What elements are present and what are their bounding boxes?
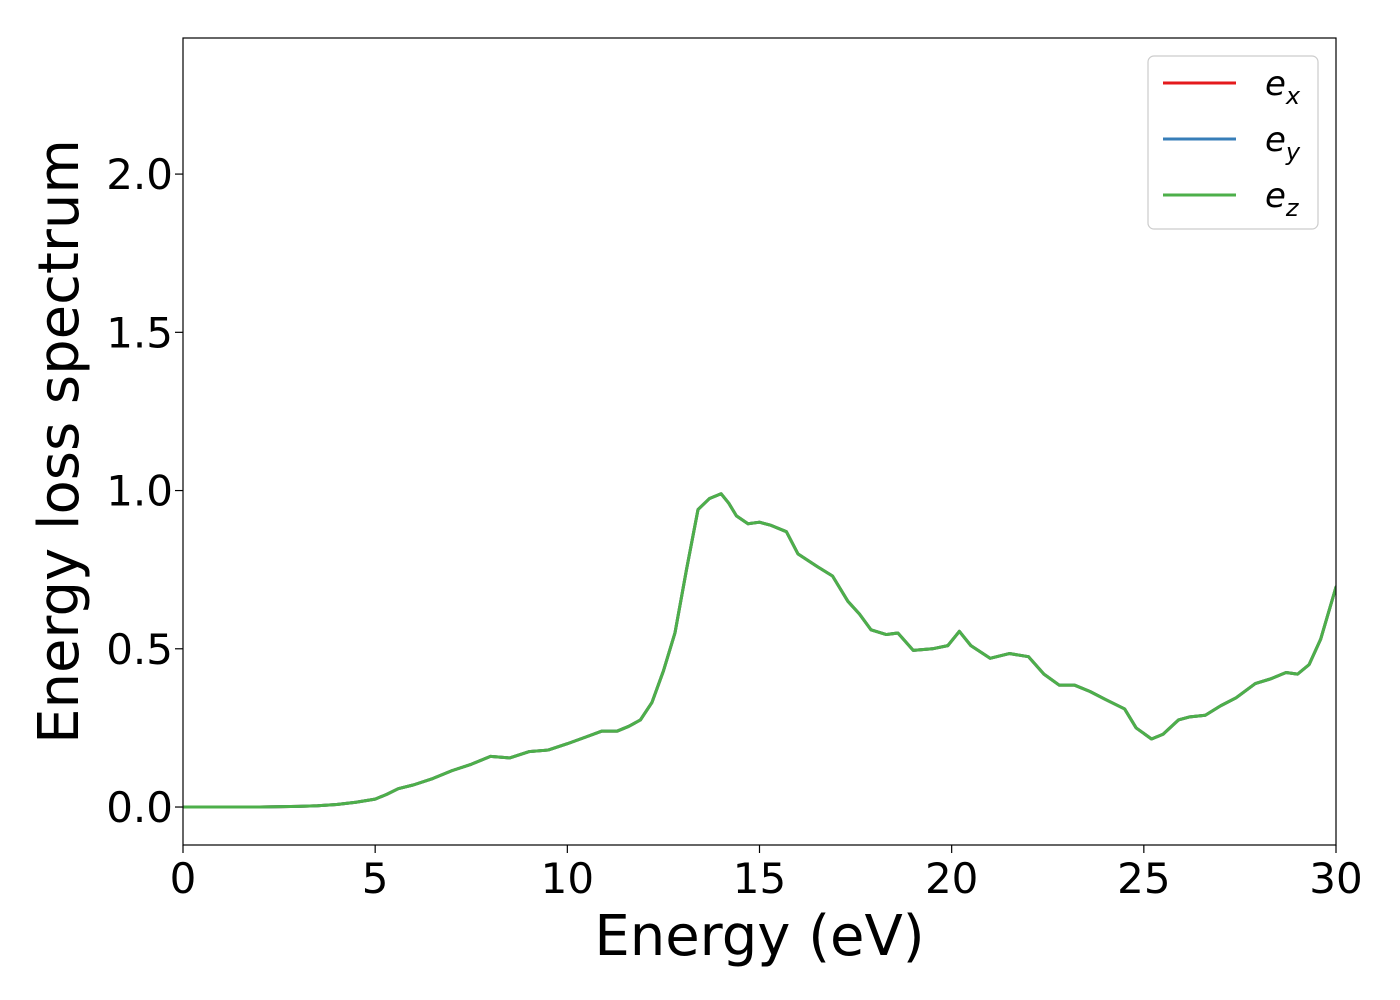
- legend-label-y: ey: [1265, 120, 1301, 166]
- x-tick-label: 20: [925, 854, 978, 903]
- x-tick-label: 15: [733, 854, 786, 903]
- legend-label-x: ex: [1265, 64, 1301, 110]
- legend: ex ey ez: [1147, 55, 1319, 230]
- x-tick-label: 0: [170, 854, 197, 903]
- x-tick-label: 10: [541, 854, 594, 903]
- y-tick-label: 1.5: [106, 308, 173, 357]
- y-tick-label: 0.0: [106, 783, 173, 832]
- y-tick-label: 1.0: [106, 467, 173, 516]
- x-tick-label: 25: [1117, 854, 1170, 903]
- plot-area: [183, 492, 1336, 809]
- y-tick-label: 2.0: [106, 150, 173, 199]
- y-axis-label: Energy loss spectrum: [27, 139, 92, 744]
- x-tick-label: 30: [1309, 854, 1362, 903]
- y-tick-label: 0.5: [106, 625, 173, 674]
- x-axis-label: Energy (eV): [594, 904, 924, 969]
- legend-box: [1147, 55, 1319, 230]
- series-lines: [183, 492, 1336, 809]
- series-line-z: [183, 492, 1336, 809]
- legend-label-z: ez: [1265, 176, 1300, 222]
- x-tick-label: 5: [362, 854, 389, 903]
- axes: 0 5 10 15 20 25 30 0.0 0.5 1.0 1.5 2.0: [106, 37, 1363, 903]
